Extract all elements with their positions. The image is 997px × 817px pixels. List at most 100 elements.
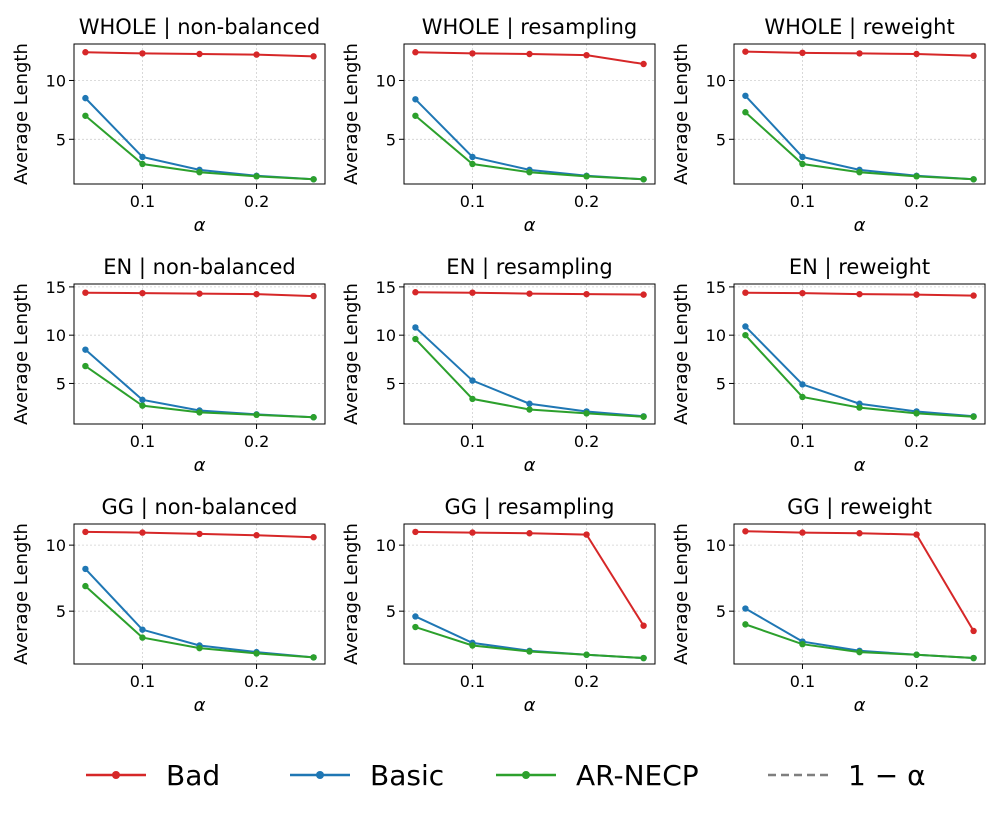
data-point-bad bbox=[970, 627, 977, 635]
legend-marker bbox=[316, 771, 324, 779]
y-tick-label: 5 bbox=[716, 374, 726, 393]
data-point-bad bbox=[640, 622, 647, 629]
y-tick-label: 5 bbox=[56, 130, 66, 149]
x-axis-label: α bbox=[524, 695, 536, 716]
data-point-basic bbox=[526, 400, 533, 407]
y-axis-label: Average Length bbox=[11, 523, 32, 665]
y-tick-label: 15 bbox=[706, 278, 726, 297]
y-axis-label: Average Length bbox=[341, 283, 362, 425]
data-point-bad bbox=[310, 534, 317, 541]
y-tick-label: 5 bbox=[386, 130, 396, 149]
data-point-ar-necp bbox=[139, 634, 146, 641]
data-point-bad bbox=[583, 290, 590, 298]
panel-6: 0.1 0.2 5 10 GG | non-balanced α Average Lengt… bbox=[11, 495, 326, 716]
x-tick-label: 0.1 bbox=[130, 672, 155, 691]
data-point-ar-necp bbox=[526, 648, 533, 655]
panel-2: 0.1 0.2 5 10 WHOLE | reweight α Average Length bbox=[671, 15, 986, 236]
data-point-bad bbox=[742, 48, 749, 55]
data-point-basic bbox=[139, 626, 146, 633]
x-tick-label: 0.2 bbox=[574, 672, 599, 691]
data-point-ar-necp bbox=[640, 654, 647, 662]
data-point-ar-necp bbox=[583, 173, 590, 180]
data-point-ar-necp bbox=[253, 650, 260, 657]
legend-item-2: AR-NECP bbox=[496, 759, 699, 792]
data-point-basic bbox=[742, 605, 749, 612]
data-point-basic bbox=[469, 377, 476, 384]
data-point-basic bbox=[82, 346, 89, 353]
data-point-ar-necp bbox=[799, 640, 806, 648]
data-point-bad bbox=[526, 50, 533, 58]
data-point-ar-necp bbox=[856, 648, 863, 656]
x-tick-label: 0.1 bbox=[790, 672, 815, 691]
panel-title: WHOLE | reweight bbox=[764, 15, 954, 40]
panel-title: WHOLE | resampling bbox=[422, 15, 637, 40]
data-point-bad bbox=[310, 53, 317, 60]
plot-frame bbox=[403, 523, 656, 665]
y-axis-label: Average Length bbox=[11, 283, 32, 425]
data-point-ar-necp bbox=[139, 402, 146, 409]
y-tick-label: 5 bbox=[386, 602, 396, 621]
y-axis-label: Average Length bbox=[341, 43, 362, 185]
data-point-bad bbox=[469, 50, 476, 57]
plot-frame bbox=[73, 43, 326, 185]
data-point-bad bbox=[469, 289, 476, 296]
data-point-bad bbox=[82, 49, 89, 56]
x-tick-label: 0.1 bbox=[790, 192, 815, 211]
data-point-bad bbox=[799, 529, 806, 536]
data-point-bad bbox=[742, 289, 749, 296]
data-point-ar-necp bbox=[640, 413, 647, 420]
data-point-ar-necp bbox=[970, 654, 977, 662]
data-point-ar-necp bbox=[82, 582, 89, 590]
y-axis-label: Average Length bbox=[11, 43, 32, 185]
data-point-bad bbox=[583, 51, 590, 59]
data-point-basic bbox=[139, 396, 146, 404]
y-tick-label: 15 bbox=[46, 278, 66, 297]
data-point-basic bbox=[139, 153, 146, 161]
data-point-basic bbox=[799, 381, 806, 388]
y-axis-label: Average Length bbox=[671, 283, 692, 425]
y-tick-label: 5 bbox=[716, 602, 726, 621]
data-point-ar-necp bbox=[196, 169, 203, 176]
x-axis-label: α bbox=[854, 455, 866, 476]
data-point-ar-necp bbox=[583, 651, 590, 658]
data-point-ar-necp bbox=[742, 109, 749, 116]
panel-8: 0.1 0.2 5 10 GG | reweight α Average Length bbox=[671, 495, 986, 716]
data-point-ar-necp bbox=[526, 406, 533, 413]
data-point-ar-necp bbox=[82, 362, 89, 370]
data-point-bad bbox=[139, 50, 146, 57]
x-axis-label: α bbox=[524, 455, 536, 476]
x-axis-label: α bbox=[854, 215, 866, 236]
data-point-bad bbox=[82, 289, 89, 296]
data-point-bad bbox=[640, 60, 647, 68]
y-axis-label: Average Length bbox=[671, 43, 692, 185]
legend: Bad Basic AR-NECP 1 − α bbox=[86, 759, 926, 792]
y-tick-label: 10 bbox=[376, 536, 396, 555]
plot-frame bbox=[73, 523, 326, 665]
panels: 0.1 0.2 5 10 WHOLE | non-balanced α Average Le… bbox=[11, 15, 986, 716]
data-point-bad bbox=[253, 290, 260, 298]
plot-frame bbox=[733, 283, 986, 425]
data-point-ar-necp bbox=[742, 331, 749, 339]
data-point-ar-necp bbox=[913, 410, 920, 417]
data-point-ar-necp bbox=[799, 160, 806, 168]
plot-frame bbox=[403, 43, 656, 185]
x-tick-label: 0.2 bbox=[574, 192, 599, 211]
data-point-basic bbox=[82, 565, 89, 573]
legend-marker bbox=[522, 771, 530, 779]
panel-4: 0.1 0.2 5 10 15 EN | resampling α Average Lengt… bbox=[341, 255, 656, 476]
data-point-bad bbox=[640, 291, 647, 298]
data-point-bad bbox=[799, 49, 806, 57]
y-tick-label: 5 bbox=[56, 374, 66, 393]
data-point-ar-necp bbox=[469, 160, 476, 168]
data-point-bad bbox=[526, 290, 533, 297]
legend-label: Bad bbox=[166, 759, 220, 792]
panel-title: EN | non-balanced bbox=[103, 255, 295, 280]
y-axis-label: Average Length bbox=[341, 523, 362, 665]
data-point-ar-necp bbox=[412, 335, 419, 343]
x-axis-label: α bbox=[194, 455, 206, 476]
x-tick-label: 0.2 bbox=[244, 672, 269, 691]
data-point-bad bbox=[253, 532, 260, 539]
data-point-ar-necp bbox=[82, 112, 89, 119]
data-point-bad bbox=[913, 50, 920, 58]
